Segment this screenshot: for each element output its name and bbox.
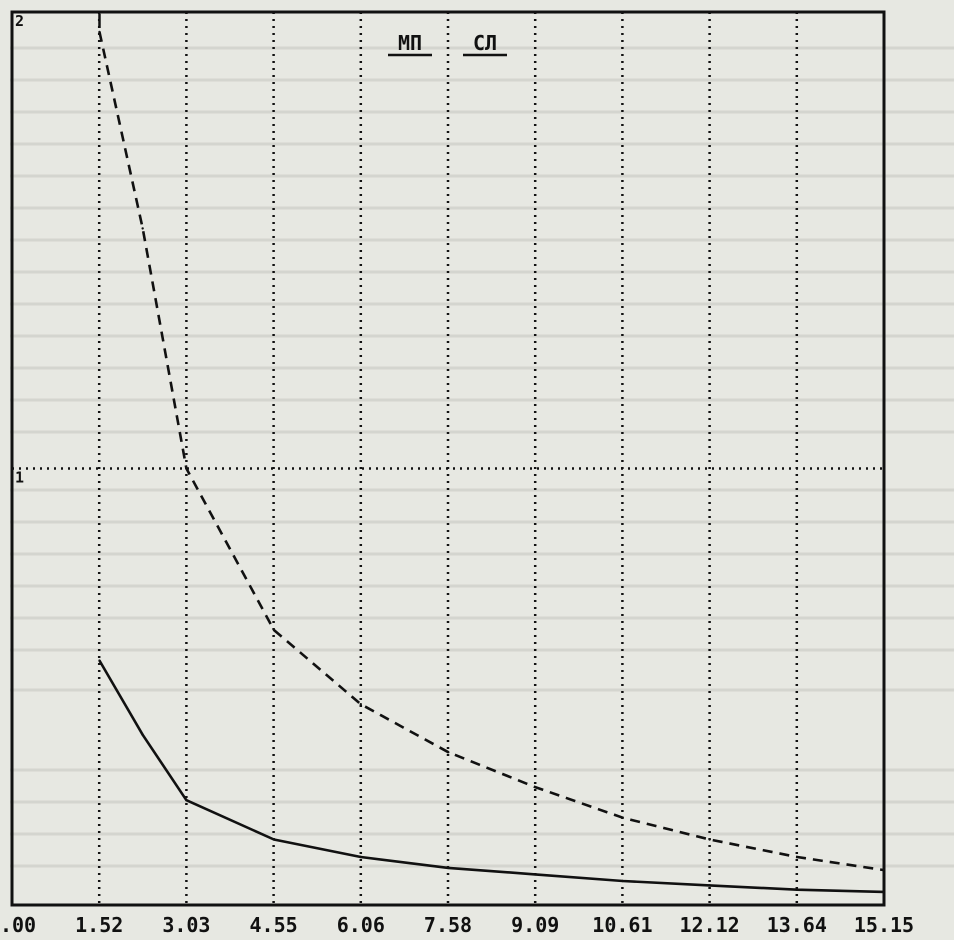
data-point <box>272 838 276 841</box>
x-tick-label: 1.52 <box>75 913 123 937</box>
data-point <box>621 816 624 819</box>
y-tick-label: 2 <box>15 12 24 30</box>
data-point <box>882 890 886 894</box>
x-tick-label: 13.64 <box>767 913 827 937</box>
data-point <box>882 868 886 872</box>
data-point <box>534 785 537 789</box>
legend-label-sl: СЛ <box>473 31 497 55</box>
data-point <box>98 659 101 662</box>
series-line-sl-dashed <box>98 31 885 872</box>
data-point <box>98 30 101 34</box>
x-tick-label: 12.12 <box>679 913 739 937</box>
x-tick-label: 10.61 <box>592 913 652 937</box>
x-tick-label: 4.55 <box>250 913 298 937</box>
data-point <box>359 703 362 706</box>
data-point <box>795 855 799 859</box>
x-tick-label: 15.15 <box>854 913 914 937</box>
data-point <box>141 227 144 230</box>
data-point <box>534 873 537 876</box>
data-point <box>141 733 144 736</box>
y-tick-label: 1 <box>15 469 24 487</box>
x-tick-label: 3.03 <box>162 913 210 937</box>
x-tick-label: 6.06 <box>337 913 385 937</box>
series-line-mp-solid <box>98 659 885 894</box>
x-tick-label: 9.09 <box>511 913 559 937</box>
data-point <box>185 799 188 802</box>
x-tick-label: 0.00 <box>0 913 36 937</box>
data-point <box>447 866 450 870</box>
data-point <box>359 855 362 859</box>
data-point <box>447 751 450 754</box>
data-point <box>708 884 711 887</box>
data-point <box>272 628 276 632</box>
legend-label-mp: МП <box>398 31 422 55</box>
x-tick-label: 7.58 <box>424 913 472 937</box>
data-point <box>708 838 711 841</box>
data-point <box>185 467 188 470</box>
data-point <box>795 888 799 891</box>
data-point <box>621 879 624 883</box>
